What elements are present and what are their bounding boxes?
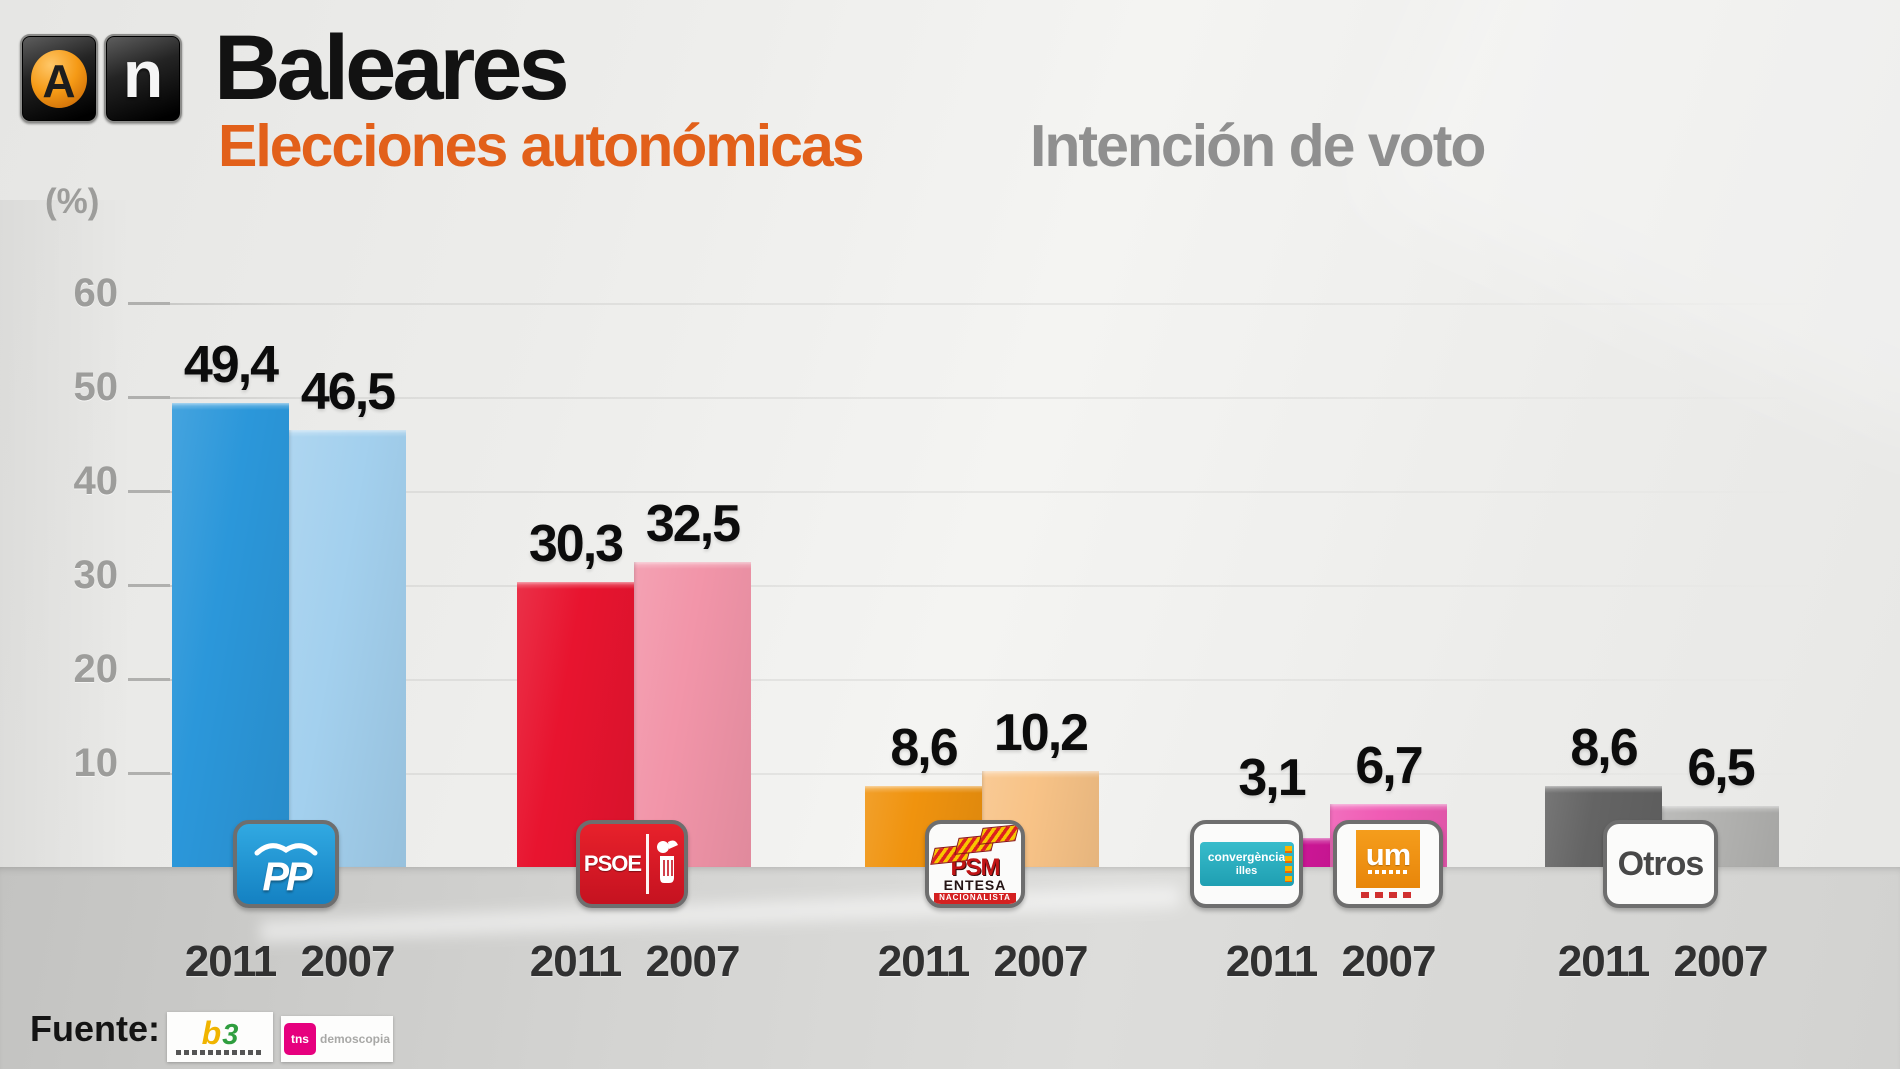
value-label-psm-2011: 8,6 xyxy=(890,719,958,778)
year-label-psoe-2011: 2011 xyxy=(529,937,622,986)
otros-badge-label: Otros xyxy=(1617,844,1705,883)
y-axis-label-40: 40 xyxy=(73,459,119,503)
ib3-logo-glyphs: b 3 xyxy=(201,1015,239,1052)
antena3-noticias-logo: A n xyxy=(20,34,182,123)
year-label-conv-um-2007: 2007 xyxy=(1341,937,1437,986)
axis-shade xyxy=(0,200,132,867)
psoe-party-badge: PSOE xyxy=(576,820,688,908)
year-label-psoe-2007: 2007 xyxy=(645,937,741,986)
um-square: um xyxy=(1356,830,1420,888)
psm-senyera-flags xyxy=(930,824,1020,865)
senyera-flag-3 xyxy=(978,824,1020,845)
value-label-conv-um-2011: 3,1 xyxy=(1238,748,1306,807)
source-label: Fuente: xyxy=(30,1008,160,1049)
y-axis-tick-40 xyxy=(128,490,170,493)
year-label-conv-um-2011: 2011 xyxy=(1225,937,1318,986)
um-red-dots xyxy=(1361,892,1415,898)
tns-demoscopia-text: demoscopia xyxy=(319,1032,391,1046)
y-axis-label-50: 50 xyxy=(73,365,119,409)
psoe-badge-label: PSOE xyxy=(583,851,642,876)
pp-party-badge: PP xyxy=(233,820,339,908)
tns-mark: tns xyxy=(283,1023,316,1055)
antena3-icon: A xyxy=(20,34,98,123)
y-axis-tick-50 xyxy=(128,396,170,399)
gridline-60 xyxy=(128,303,1848,305)
um-badge-label: um xyxy=(1365,836,1411,872)
year-label-otros-2011: 2011 xyxy=(1557,937,1650,986)
psoe-fist-rose-icon xyxy=(654,836,680,893)
bar-pp-2011 xyxy=(172,402,289,867)
otros-party-badge: Otros xyxy=(1603,820,1718,908)
antena3-ball-icon: A xyxy=(31,49,87,108)
psm-party-badge: PSM ENTESA NACIONALISTA xyxy=(925,820,1025,908)
bar-psoe-2011 xyxy=(517,582,634,867)
gridline-40 xyxy=(128,491,1848,493)
value-label-psoe-2007: 32,5 xyxy=(645,494,741,553)
year-label-psm-2011: 2011 xyxy=(877,937,970,986)
bar-pp-2007 xyxy=(289,429,406,867)
value-label-pp-2007: 46,5 xyxy=(300,362,396,421)
value-label-pp-2011: 49,4 xyxy=(183,335,279,394)
psm-badge-line3: NACIONALISTA xyxy=(934,893,1016,904)
y-axis-label-10: 10 xyxy=(73,741,119,785)
convergencia-badge-line1: convergència xyxy=(1207,849,1286,864)
value-label-otros-2011: 8,6 xyxy=(1570,719,1638,778)
year-label-otros-2007: 2007 xyxy=(1673,937,1769,986)
psoe-divider xyxy=(646,834,650,894)
gridline-30 xyxy=(128,585,1848,587)
year-label-pp-2011: 2011 xyxy=(184,937,277,986)
ib3-microtext xyxy=(176,1049,264,1055)
background-sheen xyxy=(1364,0,1900,451)
value-label-psoe-2011: 30,3 xyxy=(528,515,624,574)
noticias-n-glyph: n xyxy=(122,36,164,111)
gridline-20 xyxy=(128,679,1848,681)
value-label-otros-2007: 6,5 xyxy=(1687,738,1755,797)
year-label-psm-2007: 2007 xyxy=(993,937,1089,986)
subtitle: Elecciones autonómicas xyxy=(218,113,865,179)
convergencia-band: convergència illes xyxy=(1199,842,1294,886)
convergencia-badge-line2: illes xyxy=(1235,864,1258,877)
value-label-psm-2007: 10,2 xyxy=(993,704,1089,763)
ib3-b-glyph: b xyxy=(201,1015,222,1052)
um-microtext xyxy=(1368,870,1408,875)
ib3-logo: b 3 xyxy=(167,1012,273,1062)
noticias-n-icon: n xyxy=(104,34,182,123)
y-axis-tick-60 xyxy=(128,302,170,305)
y-axis-unit-label: (%) xyxy=(45,182,100,221)
y-axis-tick-10 xyxy=(128,772,170,775)
ib3-3-glyph: 3 xyxy=(222,1018,239,1051)
convergencia-party-badge: convergència illes xyxy=(1190,820,1303,908)
right-title: Intención de voto xyxy=(1030,113,1486,179)
y-axis-tick-20 xyxy=(128,678,170,681)
page-title: Baleares xyxy=(214,17,570,119)
y-axis-tick-30 xyxy=(128,584,170,587)
bar-psoe-2007 xyxy=(634,561,751,867)
psm-badge-line2: ENTESA xyxy=(943,877,1007,894)
pp-gull-icon xyxy=(254,837,318,862)
pp-badge-label: PP xyxy=(262,854,312,899)
um-party-badge: um xyxy=(1333,820,1443,908)
year-label-pp-2007: 2007 xyxy=(300,937,396,986)
y-axis-label-60: 60 xyxy=(73,271,119,315)
y-axis-label-30: 30 xyxy=(73,553,119,597)
tns-demoscopia-logo: tns demoscopia xyxy=(281,1016,393,1062)
antena3-a-glyph: A xyxy=(42,54,76,107)
value-label-conv-um-2007: 6,7 xyxy=(1355,737,1423,796)
y-axis-label-20: 20 xyxy=(73,647,119,691)
gridline-50 xyxy=(128,397,1848,399)
convergencia-dots xyxy=(1284,846,1292,882)
